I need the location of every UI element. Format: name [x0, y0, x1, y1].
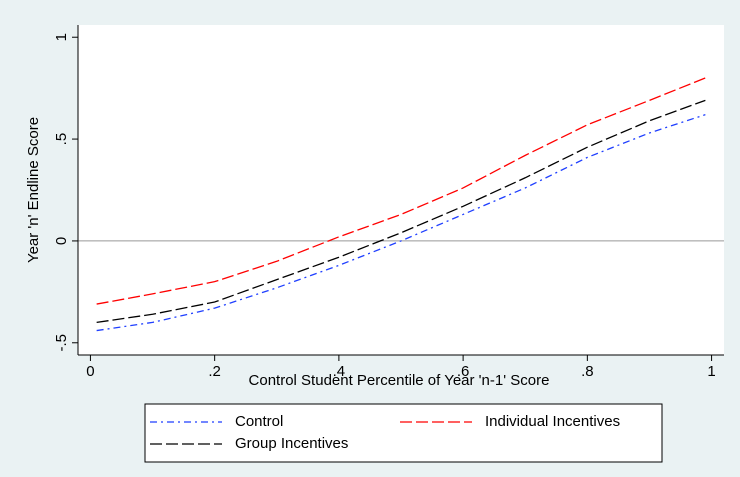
legend-label: Control	[235, 413, 283, 430]
y-tick-label: -.5	[53, 334, 70, 352]
plot-area	[78, 25, 724, 355]
x-tick-label: .4	[333, 363, 346, 380]
x-axis-title: Control Student Percentile of Year 'n-1'…	[249, 372, 550, 389]
series-line	[96, 114, 706, 332]
y-tick-label: .5	[53, 133, 70, 146]
x-tick-label: .6	[457, 363, 470, 380]
x-tick-label: 0	[86, 363, 94, 380]
x-tick-label: 1	[707, 363, 715, 380]
x-tick-label: .2	[208, 363, 221, 380]
x-tick-label: .8	[581, 363, 594, 380]
legend-label: Group Incentives	[235, 435, 348, 452]
series-line	[96, 99, 706, 324]
legend	[144, 403, 663, 463]
series-line	[96, 77, 706, 305]
y-tick-label: 1	[53, 33, 70, 41]
y-axis-title: Year 'n' Endline Score	[25, 117, 42, 263]
legend-label: Individual Incentives	[485, 413, 620, 430]
y-tick-label: 0	[53, 237, 70, 245]
